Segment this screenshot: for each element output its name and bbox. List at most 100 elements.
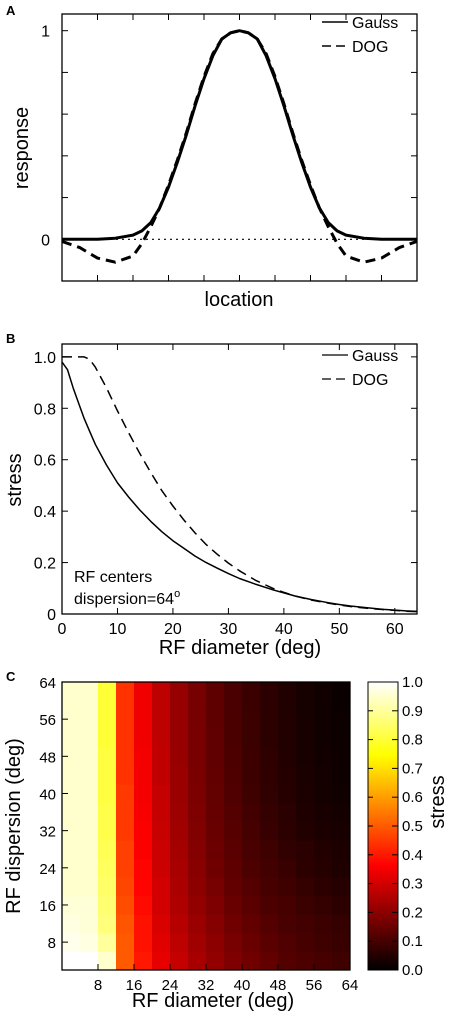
heatmap-cell bbox=[188, 877, 207, 897]
heatmap-cell bbox=[296, 839, 315, 860]
heatmap-cell bbox=[134, 728, 153, 748]
heatmap-cell bbox=[62, 877, 81, 897]
heatmap-cell bbox=[260, 951, 279, 970]
heatmap-cell bbox=[188, 858, 207, 878]
heatmap-cell bbox=[188, 784, 207, 804]
heatmap-cell bbox=[116, 914, 135, 934]
heatmap-cell bbox=[62, 747, 81, 767]
heatmap-cell bbox=[296, 802, 315, 822]
heatmap-cell bbox=[314, 877, 333, 897]
heatmap-cell bbox=[134, 709, 153, 730]
heatmap-cell bbox=[224, 709, 243, 730]
heatmap-cell bbox=[98, 784, 117, 804]
heatmap-cell bbox=[260, 877, 279, 897]
heatmap-cell bbox=[332, 709, 350, 730]
panel-c-xtick-label: 32 bbox=[198, 977, 215, 994]
heatmap-cell bbox=[206, 765, 225, 785]
heatmap-cell bbox=[278, 877, 297, 897]
colorbar-tick-label: 0.7 bbox=[402, 760, 423, 777]
heatmap-cell bbox=[278, 747, 297, 767]
heatmap-cell bbox=[242, 839, 261, 860]
heatmap-cell bbox=[170, 914, 189, 934]
colorbar-tick-label: 0.8 bbox=[402, 732, 423, 749]
heatmap-cell bbox=[224, 747, 243, 767]
heatmap-cell bbox=[296, 682, 315, 692]
heatmap-cell bbox=[80, 765, 99, 785]
heatmap-cell bbox=[332, 821, 350, 841]
heatmap-cell bbox=[278, 932, 297, 953]
heatmap-cell bbox=[134, 765, 153, 785]
heatmap-cell bbox=[278, 709, 297, 730]
heatmap-cell bbox=[296, 747, 315, 767]
panel-c-ytick-label: 64 bbox=[39, 675, 56, 692]
panel-a-ytick-label: 0 bbox=[41, 232, 50, 249]
heatmap-cell bbox=[98, 728, 117, 748]
panel-b-ylabel: stress bbox=[4, 453, 26, 506]
heatmap-cell bbox=[134, 877, 153, 897]
heatmap-cell bbox=[224, 895, 243, 915]
heatmap-cell bbox=[314, 839, 333, 860]
heatmap-cell bbox=[332, 784, 350, 804]
heatmap-cell bbox=[296, 691, 315, 711]
heatmap-cell bbox=[98, 839, 117, 860]
heatmap-cell bbox=[134, 747, 153, 767]
heatmap-cell bbox=[224, 932, 243, 953]
heatmap-cell bbox=[188, 839, 207, 860]
panel-c-xtick-label: 40 bbox=[234, 977, 251, 994]
heatmap-cell bbox=[260, 839, 279, 860]
heatmap-cell bbox=[116, 682, 135, 692]
heatmap-cell bbox=[116, 858, 135, 878]
heatmap-cell bbox=[152, 932, 171, 953]
panel-b-legend: Gauss DOG bbox=[322, 348, 398, 389]
panel-c-ticks bbox=[62, 681, 351, 970]
heatmap-cell bbox=[80, 709, 99, 730]
heatmap-cell bbox=[242, 914, 261, 934]
panel-a-series-gauss bbox=[62, 29, 417, 241]
heatmap-cell bbox=[332, 877, 350, 897]
heatmap-cell bbox=[80, 932, 99, 953]
heatmap-cell bbox=[116, 932, 135, 953]
panel-b-annotation-dispersion: dispersion=64 bbox=[74, 591, 174, 608]
panel-a-ylabel: response bbox=[11, 107, 33, 189]
heatmap-cell bbox=[242, 691, 261, 711]
heatmap-cell bbox=[314, 682, 333, 692]
heatmap-cell bbox=[242, 932, 261, 953]
heatmap-cell bbox=[152, 709, 171, 730]
heatmap-cell bbox=[206, 839, 225, 860]
heatmap-cell bbox=[332, 765, 350, 785]
heatmap-cell bbox=[170, 728, 189, 748]
heatmap-cell bbox=[260, 747, 279, 767]
heatmap-cell bbox=[134, 914, 153, 934]
panel-c-xlabel: RF diameter (deg) bbox=[132, 990, 294, 1012]
heatmap-cell bbox=[98, 765, 117, 785]
heatmap-cell bbox=[62, 821, 81, 841]
heatmap-cell bbox=[314, 802, 333, 822]
heatmap-cell bbox=[116, 728, 135, 748]
panel-c-xtick-label: 8 bbox=[94, 977, 102, 994]
heatmap-cell bbox=[152, 784, 171, 804]
panel-b: 0 10 20 30 40 50 60 0 0.2 0.4 0.6 0.8 1.0 stress RF … bbox=[4, 343, 418, 659]
heatmap-cell bbox=[296, 932, 315, 953]
heatmap-cell bbox=[332, 951, 350, 970]
panel-b-xtick-label: 30 bbox=[220, 621, 238, 638]
heatmap-cell bbox=[80, 821, 99, 841]
heatmap-cell bbox=[296, 877, 315, 897]
colorbar-label: stress bbox=[427, 775, 449, 828]
heatmap-cell bbox=[62, 709, 81, 730]
heatmap-cell bbox=[62, 691, 81, 711]
heatmap-cell bbox=[152, 691, 171, 711]
heatmap-cell bbox=[314, 765, 333, 785]
heatmap-cell bbox=[314, 858, 333, 878]
heatmap-cell bbox=[296, 765, 315, 785]
heatmap-cell bbox=[296, 858, 315, 878]
heatmap-cell bbox=[206, 932, 225, 953]
panel-c-xtick-label: 48 bbox=[270, 977, 287, 994]
heatmap-cell bbox=[134, 895, 153, 915]
panel-b-annotation-degree-sup: o bbox=[174, 588, 180, 600]
panel-a-ytick-label: 1 bbox=[41, 24, 50, 41]
heatmap-cell bbox=[188, 932, 207, 953]
panel-b-ytick-label: 0 bbox=[47, 607, 56, 624]
heatmap-cell bbox=[170, 895, 189, 915]
heatmap-cell bbox=[314, 951, 333, 970]
heatmap-cell bbox=[314, 932, 333, 953]
